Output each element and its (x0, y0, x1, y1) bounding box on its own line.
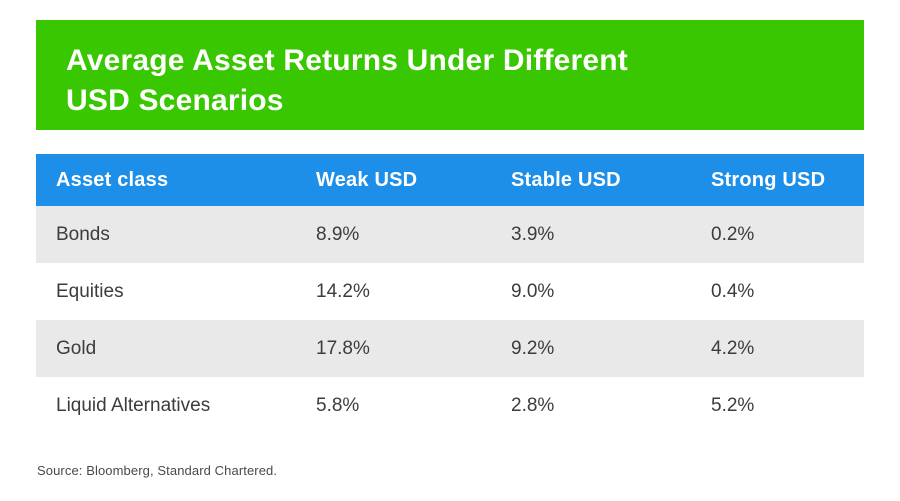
table-cell-value: 3.9% (491, 206, 691, 263)
table-cell-asset: Equities (36, 263, 296, 320)
table-cell-value: 4.2% (691, 320, 864, 377)
returns-table-container: Asset class Weak USD Stable USD Strong U… (36, 154, 864, 434)
table-cell-value: 5.2% (691, 377, 864, 434)
table-cell-value: 9.2% (491, 320, 691, 377)
table-row-bonds: Bonds 8.9% 3.9% 0.2% (36, 206, 864, 263)
table-cell-value: 5.8% (296, 377, 491, 434)
title-banner: Average Asset Returns Under Different US… (36, 20, 864, 130)
column-header-stable-usd: Stable USD (491, 154, 691, 206)
table-cell-value: 0.2% (691, 206, 864, 263)
page-title: Average Asset Returns Under Different US… (66, 41, 844, 121)
table-header-row: Asset class Weak USD Stable USD Strong U… (36, 154, 864, 206)
table-cell-value: 8.9% (296, 206, 491, 263)
table-cell-asset: Liquid Alternatives (36, 377, 296, 434)
page-title-line-1: Average Asset Returns Under Different (66, 44, 628, 77)
column-header-strong-usd: Strong USD (691, 154, 864, 206)
table-cell-value: 2.8% (491, 377, 691, 434)
table-cell-value: 9.0% (491, 263, 691, 320)
column-header-asset-class: Asset class (36, 154, 296, 206)
table-row-liquid-alternatives: Liquid Alternatives 5.8% 2.8% 5.2% (36, 377, 864, 434)
table-cell-value: 14.2% (296, 263, 491, 320)
column-header-weak-usd: Weak USD (296, 154, 491, 206)
table-cell-value: 0.4% (691, 263, 864, 320)
source-note: Source: Bloomberg, Standard Chartered. (37, 463, 278, 478)
returns-table: Asset class Weak USD Stable USD Strong U… (36, 154, 864, 434)
table-row-equities: Equities 14.2% 9.0% 0.4% (36, 263, 864, 320)
table-cell-asset: Bonds (36, 206, 296, 263)
table-cell-asset: Gold (36, 320, 296, 377)
table-row-gold: Gold 17.8% 9.2% 4.2% (36, 320, 864, 377)
page-title-line-2: USD Scenarios (66, 84, 284, 117)
table-cell-value: 17.8% (296, 320, 491, 377)
